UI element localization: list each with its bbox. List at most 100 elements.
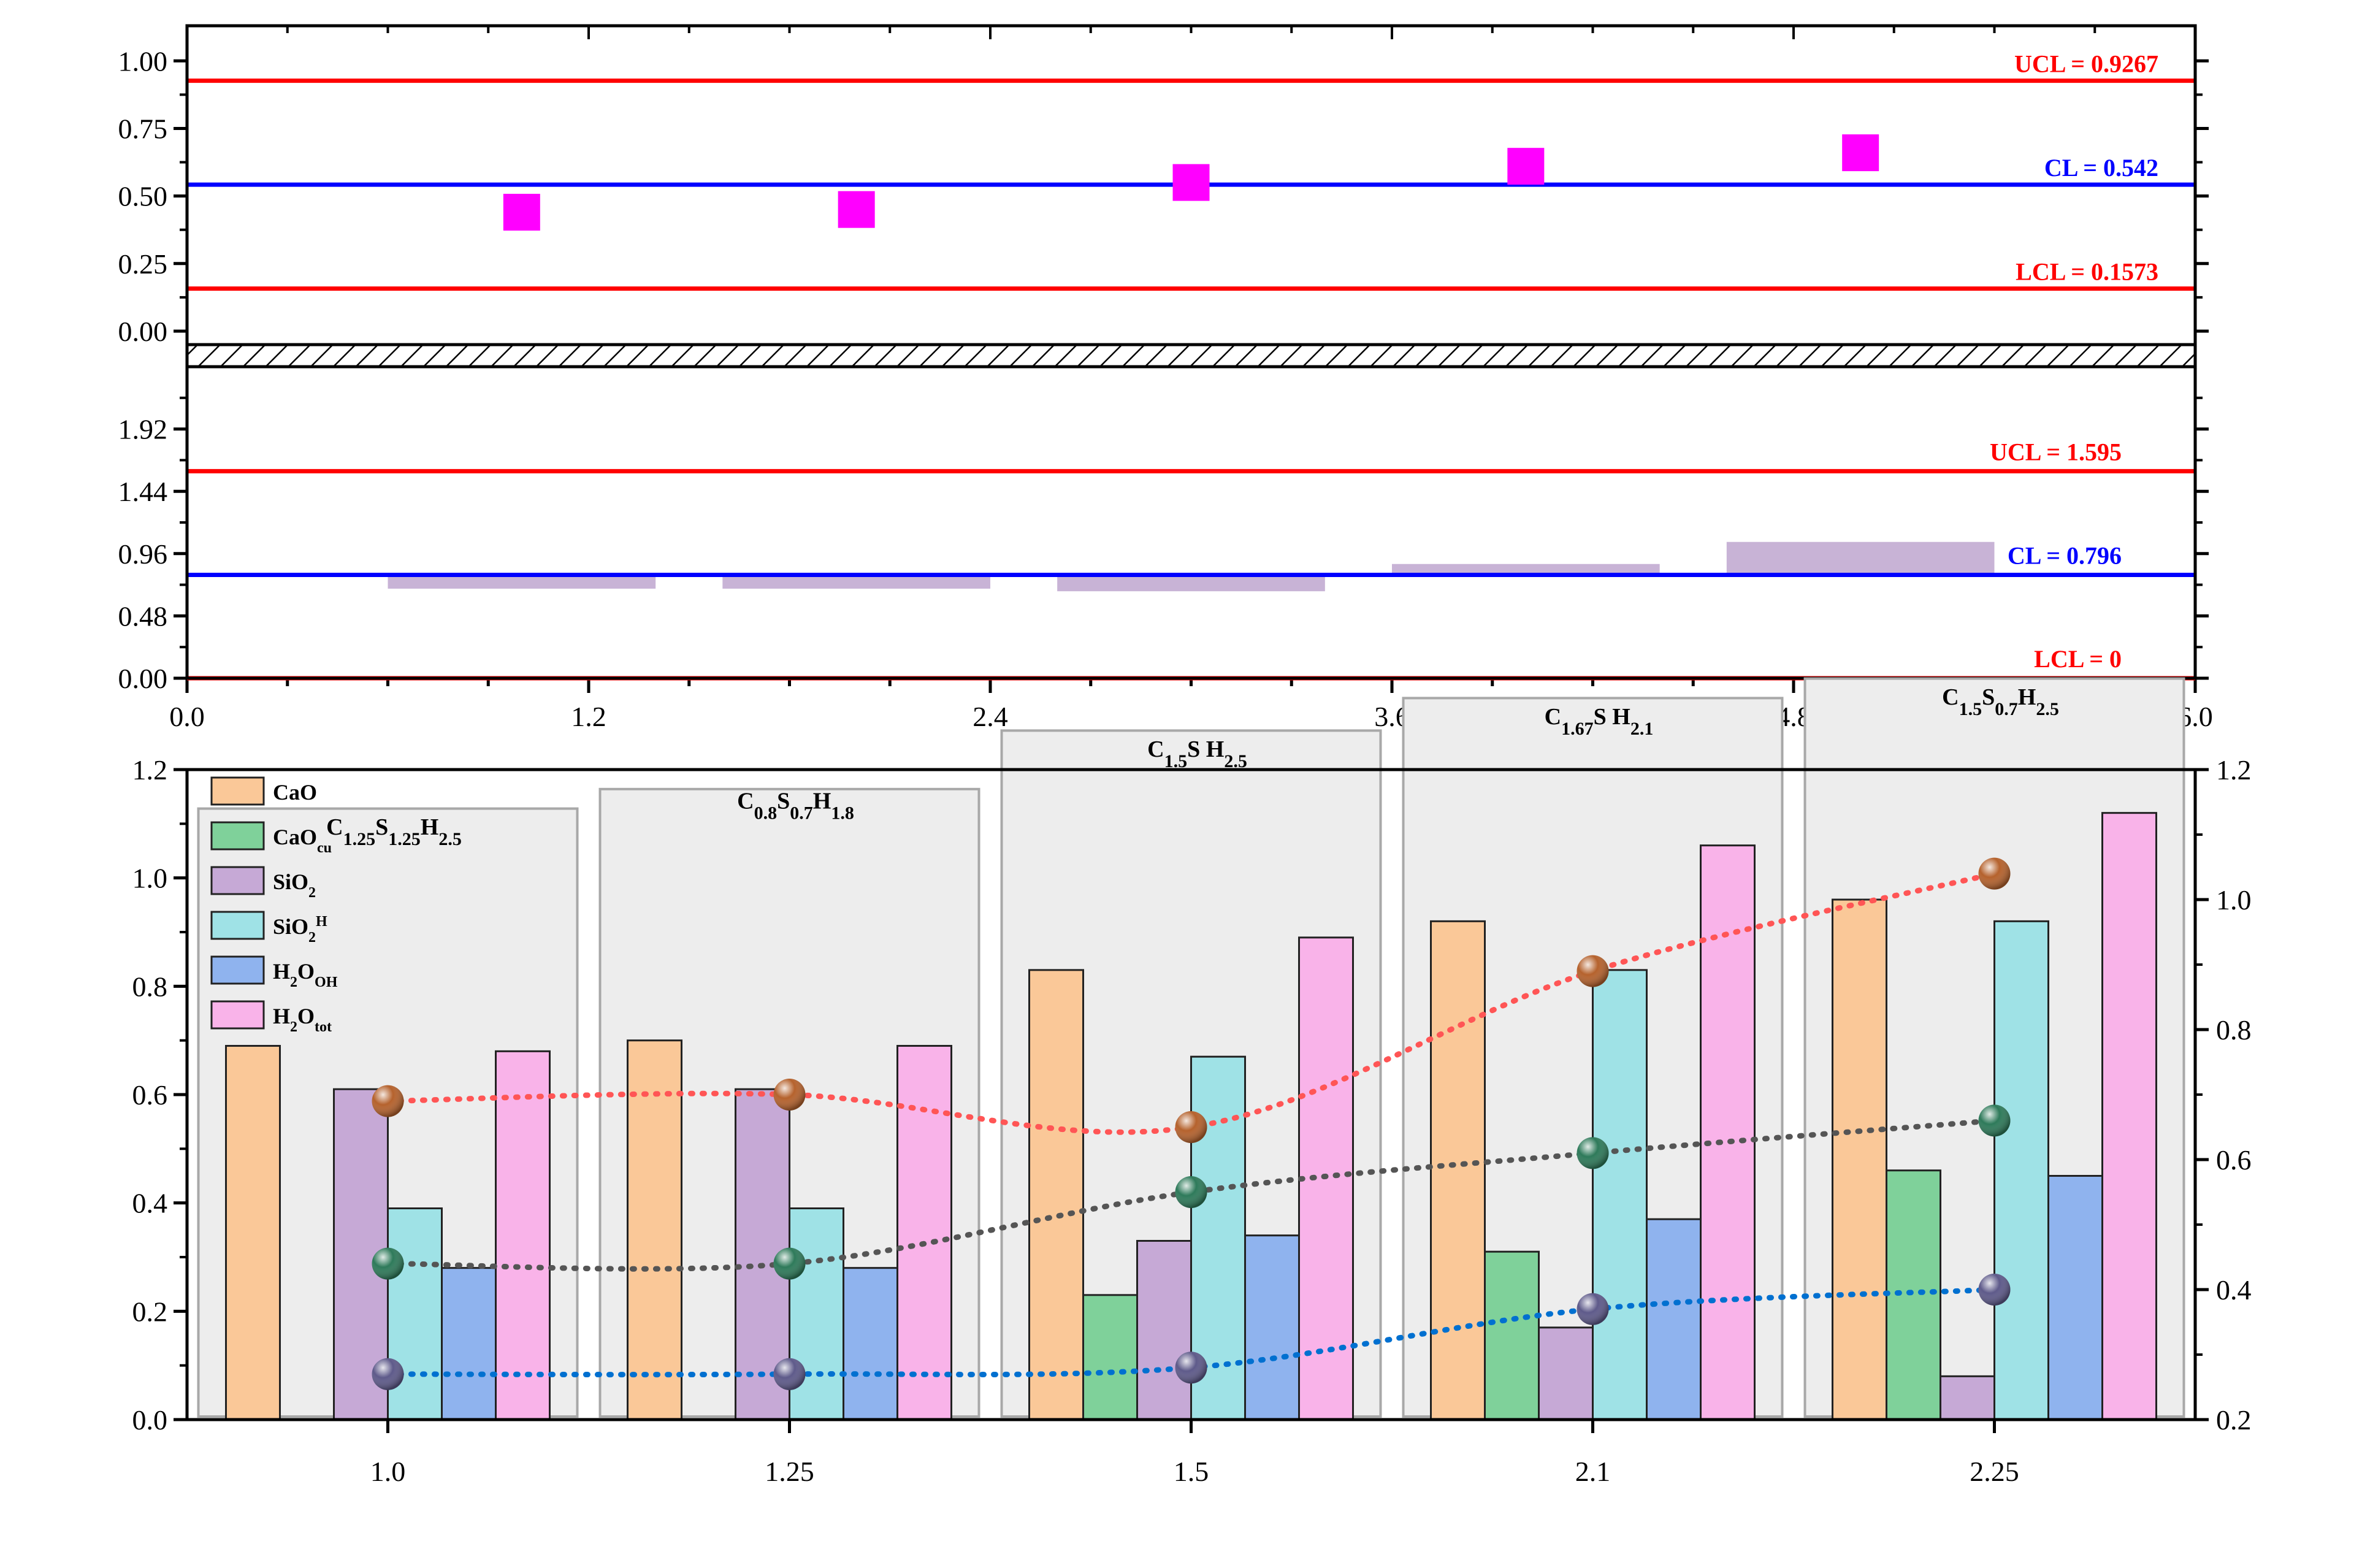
oxide-bar <box>1484 1250 1540 1421</box>
oxide-bar <box>1082 1294 1138 1421</box>
mean-y-tick-label: 0.00 <box>118 316 168 347</box>
mean-control-line-label: CL = 0.542 <box>2044 154 2158 182</box>
oxide-bar <box>441 1267 497 1421</box>
oxides-y-tick-label: 0.0 <box>132 1404 168 1436</box>
legend-label: CaO <box>273 780 317 805</box>
legend-label: SiO2H <box>273 914 327 946</box>
qc-point-shade <box>1978 1104 2011 1137</box>
oxide-bar <box>2101 812 2157 1421</box>
oxides-y-tick-label: 0.8 <box>132 971 168 1002</box>
oxide-bar <box>843 1267 898 1421</box>
oxides-y-tick-label-right: 1.2 <box>2216 754 2252 786</box>
qc-point-shade <box>372 1247 404 1280</box>
mean-y-tick-label: 0.50 <box>118 181 168 212</box>
legend-label: H2OOH <box>273 959 338 990</box>
qc-point-shade <box>1175 1352 1207 1384</box>
mean-y-tick-label: 0.75 <box>118 113 168 144</box>
oxide-bar <box>1538 1326 1594 1421</box>
oxide-bar <box>1646 1218 1702 1421</box>
qc-point-shade <box>773 1247 806 1280</box>
legend-swatch <box>210 821 265 851</box>
group-label: C1.5S0.7H2.5 <box>1942 684 2059 719</box>
range-bar <box>1726 541 1995 575</box>
subgroup-mean-panel: 0.00 0.25 0.50 0.75 1.00 UCL = 0.9267 CL = 0.5… <box>118 24 2209 347</box>
oxides-y-tick-label-right: 0.8 <box>2216 1014 2252 1046</box>
legend-label: CaOcu <box>273 825 332 856</box>
oxides-y-tick-label-right: 0.2 <box>2216 1404 2252 1436</box>
range-y-tick-label: 0.48 <box>118 600 168 632</box>
range-bar <box>1392 564 1660 575</box>
oxide-bar <box>1993 920 2049 1421</box>
group-label: C1.5S H2.5 <box>1147 736 1247 771</box>
mean-marker <box>503 194 540 231</box>
oxide-bar <box>1136 1240 1192 1421</box>
legend-swatch <box>210 911 265 940</box>
group-label: C0.8S0.7H1.8 <box>737 789 854 824</box>
oxide-bar <box>387 1207 443 1421</box>
oxides-y-tick-label: 1.2 <box>132 754 168 786</box>
oxides-x-tick-label: 2.1 <box>1575 1456 1611 1487</box>
axis-break <box>185 343 2197 369</box>
qc-point-shade <box>372 1085 404 1117</box>
oxide-bar <box>1886 1169 1941 1421</box>
oxides-panel: C1.25S1.25H2.5 C0.8S0.7H1.8 C1.5S H2.5 C1.6… <box>132 677 2252 1487</box>
mean-y-tick-label: 0.25 <box>118 248 168 280</box>
range-y-tick-label: 0.00 <box>118 663 168 694</box>
qc-point-shade <box>1577 1293 1609 1325</box>
oxide-bar <box>225 1045 281 1421</box>
mean-control-line-label: UCL = 0.9267 <box>2014 50 2158 78</box>
oxides-x-tick-label: 1.5 <box>1174 1456 1209 1487</box>
range-x-tick-label: 2.4 <box>973 701 1008 732</box>
qc-line <box>385 1117 1997 1272</box>
qc-point-shade <box>1978 1274 2011 1306</box>
oxide-bar <box>896 1045 952 1421</box>
group-label: C1.25S1.25H2.5 <box>326 814 462 849</box>
mean-marker <box>1842 134 1879 172</box>
mean-marker <box>1507 148 1545 185</box>
oxides-y-tick-label-right: 0.6 <box>2216 1144 2252 1176</box>
oxide-bar <box>2047 1175 2103 1421</box>
qc-point-shade <box>773 1358 806 1390</box>
range-y-tick-label: 1.92 <box>118 414 168 445</box>
legend: CaO CaOcu SiO2 SiO2H H2OOH H2Otot <box>210 776 338 1035</box>
qc-point-shade <box>1978 857 2011 890</box>
range-control-line-label: UCL = 1.595 <box>1990 438 2122 465</box>
range-bar <box>722 575 990 589</box>
mean-marker <box>1172 164 1210 201</box>
qc-point-shade <box>372 1358 404 1390</box>
group-label: C1.67S H2.1 <box>1545 704 1654 739</box>
range-frame <box>185 365 2197 680</box>
oxides-y-tick-label: 0.4 <box>132 1188 168 1219</box>
range-x-tick-label: 1.2 <box>571 701 606 732</box>
oxide-bar <box>1940 1375 1995 1421</box>
oxide-bar <box>1592 969 1648 1421</box>
oxide-bar <box>1700 844 1756 1421</box>
legend-swatch <box>210 866 265 895</box>
mean-marker <box>838 191 875 228</box>
range-y-tick-label: 1.44 <box>118 476 168 507</box>
oxide-bar <box>1430 920 1486 1421</box>
oxide-bar <box>789 1207 844 1421</box>
oxide-bar <box>1028 969 1084 1421</box>
legend-label: SiO2 <box>273 870 316 901</box>
legend-label: H2Otot <box>273 1004 332 1035</box>
range-bar <box>388 575 656 589</box>
mean-control-line-label: LCL = 0.1573 <box>2016 258 2158 286</box>
oxide-bar <box>627 1039 682 1421</box>
oxides-x-tick-label: 2.25 <box>1970 1456 2019 1487</box>
mean-y-tick-label: 1.00 <box>118 45 168 77</box>
oxides-y-tick-label-right: 1.0 <box>2216 884 2252 916</box>
range-control-line-label: CL = 0.796 <box>2008 542 2122 570</box>
oxide-bar <box>1832 898 1887 1421</box>
oxide-bar <box>495 1050 551 1421</box>
oxide-bar <box>1244 1234 1300 1421</box>
oxides-frame <box>185 768 2197 1421</box>
range-panel: 0.000.480.961.441.920.0 1.2 2.4 3.6 4.8 6.0UC… <box>118 365 2213 732</box>
legend-swatch <box>210 1000 265 1030</box>
qc-point-shade <box>1175 1176 1207 1208</box>
oxides-y-tick-label-right: 0.4 <box>2216 1274 2252 1306</box>
range-y-tick-label: 0.96 <box>118 538 168 570</box>
range-bar <box>1057 575 1325 592</box>
oxides-y-tick-label: 0.6 <box>132 1079 168 1111</box>
